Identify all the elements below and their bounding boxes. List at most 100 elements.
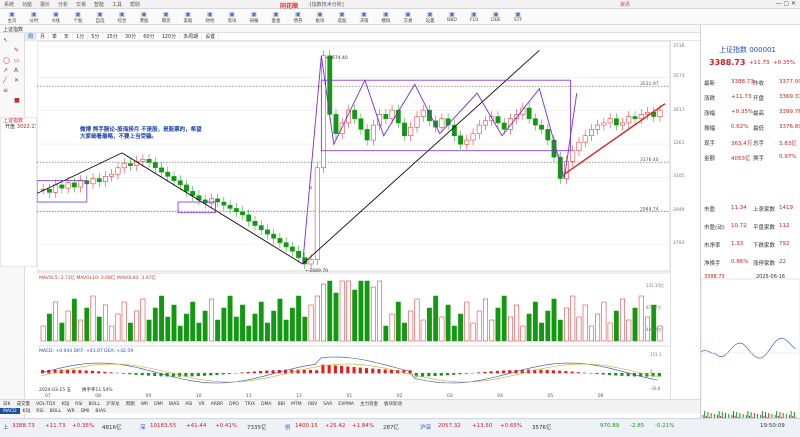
toolbar-button[interactable]: ▣ 板块 [312,11,328,24]
toolbar-button[interactable]: ▣ BBD [444,11,460,23]
toolbar-button[interactable]: ▣ 自选 [92,11,108,24]
menu-item-smart[interactable]: 智能 [94,2,105,8]
indicator-tab[interactable]: 周期 [125,402,135,407]
window-controls[interactable]: — ▢ ✕ [775,0,796,7]
toolbar-button[interactable]: ▣ 港股 [136,11,152,24]
delete-icon[interactable]: ✕ [14,77,20,84]
fibonacci-icon[interactable]: ≡ [3,87,9,94]
toolbar-button[interactable]: ▣ 决策 [356,11,372,24]
indicator-tab[interactable]: DPO [229,402,239,407]
user-label[interactable]: 资讯 [620,2,631,8]
period-tab[interactable]: 设置 [202,33,220,41]
menu-item-trade[interactable]: 交易 [76,2,87,8]
sub-indicator-tab[interactable]: KDJ [22,409,31,414]
menu-item-analysis[interactable]: 分析 [58,2,69,8]
indicator-tab[interactable]: 成交量 [16,402,30,407]
sub-indicator-tab[interactable]: WR [67,409,75,414]
line-icon[interactable]: ╱ [3,77,7,84]
menu-item-help[interactable]: 帮助 [130,2,141,8]
period-tab[interactable]: 5分 [88,33,104,41]
toolbar-button[interactable]: ▣ 研报 [246,11,262,24]
toolbar-button[interactable]: ▣ 美股 [180,11,196,24]
indicator-tab[interactable]: SAR [323,402,333,407]
arrow-icon[interactable]: ↗ [3,67,9,74]
toolbar-button[interactable]: ▣ STF [510,11,526,23]
indicator-tab[interactable]: BBI [277,402,286,407]
indicator-tab[interactable]: DMA [261,402,272,407]
indicator-tab[interactable]: ARBR [210,402,224,407]
toolbar-button[interactable]: ▣ 个股 [70,11,86,24]
indicator-tab[interactable]: DMI [154,402,163,407]
ellipse-icon[interactable]: ◯ [3,57,10,64]
chart-area[interactable]: 3531.97 3176.40 2944.74 ←3674.40 ←2689.70 a b c… [36,40,671,399]
period-tab[interactable]: 多周期 [180,33,203,41]
text-icon[interactable]: A [14,67,19,74]
indicator-tab[interactable]: RSI [75,402,83,407]
toolbar-button[interactable]: ▣ 期货 [158,11,174,24]
period-tab[interactable]: 1分 [73,33,89,41]
toolbar-button[interactable]: ▣ 资讯 [224,11,240,24]
toolbar-button[interactable]: ▣ 模拟 [378,11,394,24]
candle-body [159,167,164,173]
indicator-tab[interactable]: MTM [291,402,302,407]
macd-histogram-bar [302,369,306,374]
toolbar-button[interactable]: ▣ DDE [488,11,504,23]
toolbar-button[interactable]: ▣ 综合 [114,11,130,24]
macd-histogram-bar [47,369,51,374]
indicator-tab[interactable]: TRIX [244,402,256,407]
macd-histogram-bar [402,370,406,374]
period-tab[interactable]: 15分 [103,33,122,41]
toolbar-button[interactable]: ▣ 选股 [334,11,350,24]
toolbar-button[interactable]: ▣ 设置 [422,11,438,24]
pen-icon[interactable]: ✎ [14,47,20,54]
toolbar-button-label: 主页 [7,19,17,24]
indicator-tab[interactable]: OBV [307,402,318,407]
rect-icon[interactable]: ▭ [14,57,20,64]
macd-histogram-bar [128,373,132,375]
period-tab[interactable]: 年 [61,33,74,41]
toolbar-button[interactable]: ▣ F10 [466,11,482,23]
menu-item-system[interactable]: 系统 [4,2,15,8]
indicator-tab[interactable]: 板块轮动 [383,402,402,407]
toolbar-button[interactable]: ▣ 交易 [400,11,416,24]
period-tab[interactable]: 60分 [140,33,159,41]
indicator-tab[interactable]: VR [198,402,205,407]
toolbar-button[interactable]: ▣ 分时 [26,11,42,24]
period-tab[interactable]: 季 [49,33,62,41]
sub-indicator-tab[interactable]: RSI [36,409,44,414]
indicator-tab[interactable]: 主力资金 [359,402,378,407]
period-tab[interactable]: 月 [37,33,50,41]
indicator-tab[interactable]: 沪深龙 [106,402,120,407]
trend-line-down [121,152,303,265]
period-tab[interactable]: 周 [25,33,38,41]
cursor-icon[interactable]: ↖ [3,37,9,44]
indicator-tab[interactable]: EXPMA [338,402,354,407]
indicator-tab[interactable]: BOLL [88,402,101,407]
indicator-tab[interactable]: KDJ [61,402,70,407]
sub-indicator-tab[interactable]: BIAS [95,409,106,414]
indicator-tab[interactable]: 日K [3,402,11,407]
period-tab[interactable]: 120分 [159,33,181,41]
menu-item-tools[interactable]: 工具 [112,2,123,8]
indicator-tab[interactable]: WR [140,402,149,407]
toolbar-button[interactable]: ▣ 债券 [290,11,306,24]
kline-chart[interactable]: 3531.97 3176.40 2944.74 ←3674.40 ←2689.70 a b c… [36,40,671,399]
sub-indicator-tab[interactable]: DMI [80,409,90,414]
volume-bar [152,307,158,342]
toolbar-button[interactable]: ▣ 基金 [268,11,284,24]
stock-tab-label[interactable]: 上证指数 [3,27,24,33]
menu-item-function[interactable]: 功能 [22,2,33,8]
toolbar-button[interactable]: ▣ 主页 [4,11,20,24]
toolbar-button[interactable]: ▣ 财经 [202,11,218,24]
indicator-tab[interactable]: ASI [185,402,193,407]
menu-item-quote[interactable]: 报价 [40,2,51,8]
indicator-tab[interactable]: VOL-TDX [35,402,56,407]
toolbar-button[interactable]: ▣ K线 [48,11,64,24]
intraday-mini-chart[interactable]: 3388.73 2025-06-16 [701,273,800,433]
lock-icon[interactable]: ■ [14,97,20,104]
mini-volume-bar [765,412,766,423]
sub-indicator-tab[interactable]: BOLL [49,409,62,414]
sub-indicator-tab[interactable]: MACD [0,408,20,414]
indicator-tab[interactable]: BIAS [168,402,180,407]
period-tab[interactable]: 30分 [122,33,141,41]
